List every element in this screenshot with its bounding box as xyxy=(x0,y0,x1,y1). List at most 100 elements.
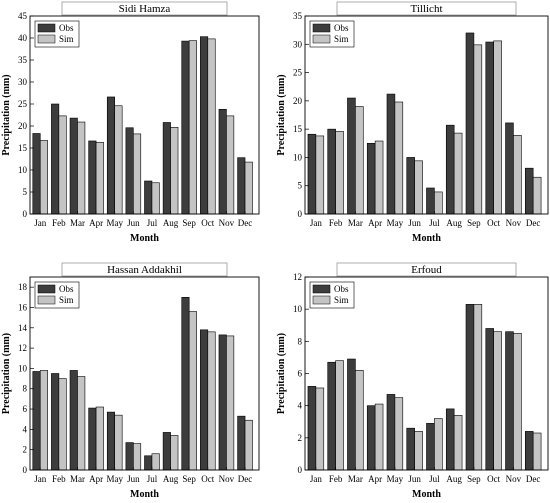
bar-sim-mar xyxy=(77,376,86,471)
bar-sim-jul xyxy=(151,453,160,471)
x-tick-label: Jan xyxy=(310,218,322,228)
bar-sim-may xyxy=(114,105,123,215)
bar-obs-aug xyxy=(162,432,171,471)
bar-sim-jun xyxy=(133,133,142,215)
y-tick-label: 8 xyxy=(298,336,303,346)
x-tick-label: Jun xyxy=(127,474,140,484)
bar-obs-feb xyxy=(327,128,336,215)
y-axis-label: Precipitation (mm) xyxy=(276,74,287,155)
legend-label-obs: Obs xyxy=(334,23,349,33)
y-tick-label: 35 xyxy=(18,55,28,65)
x-tick-label: Mar xyxy=(348,474,363,484)
bar-obs-apr xyxy=(366,405,376,471)
x-tick-label: Oct xyxy=(201,218,214,228)
bar-obs-jun xyxy=(125,127,134,215)
x-tick-label: Nov xyxy=(219,474,235,484)
y-tick-label: 4 xyxy=(298,401,303,411)
x-tick-label: Sep xyxy=(467,218,481,228)
x-tick-label: Dec xyxy=(526,474,541,484)
bar-obs-apr xyxy=(88,407,97,471)
x-tick-label: Jan xyxy=(310,474,322,484)
bar-sim-oct xyxy=(207,331,216,471)
legend-swatch-obs xyxy=(312,23,331,33)
legend-swatch-sim xyxy=(312,295,331,305)
x-tick-label: May xyxy=(387,218,404,228)
bar-obs-nov xyxy=(505,331,514,471)
chart-panel-3: Erfoud 0 2 4 6 8 10 12 Jan Feb Mar Apr May Jun Jul Aug S… xyxy=(276,262,549,500)
bar-obs-jul xyxy=(144,180,153,215)
bar-obs-mar xyxy=(69,117,78,215)
x-tick-label: Jul xyxy=(147,218,158,228)
bar-obs-may xyxy=(106,411,116,471)
bar-obs-dec xyxy=(524,431,534,471)
legend-swatch-sim xyxy=(37,34,56,44)
bar-sim-oct xyxy=(207,38,216,215)
y-tick-label: 30 xyxy=(18,77,28,87)
plot-frame xyxy=(29,276,260,471)
bar-obs-jun xyxy=(125,442,134,471)
bar-sim-jan xyxy=(315,387,325,471)
bar-obs-oct xyxy=(485,41,494,215)
y-axis-label: Precipitation (mm) xyxy=(276,333,287,414)
y-axis-label: Precipitation (mm) xyxy=(1,74,12,155)
x-tick-label: Jun xyxy=(127,218,140,228)
x-tick-label: Nov xyxy=(506,218,522,228)
x-axis-label: Month xyxy=(412,489,441,500)
x-tick-label: Jul xyxy=(429,474,440,484)
bar-sim-oct xyxy=(493,331,502,471)
bar-sim-aug xyxy=(170,435,179,471)
y-tick-label: 0 xyxy=(298,465,303,475)
bar-sim-mar xyxy=(77,121,86,215)
bar-sim-nov xyxy=(513,332,522,471)
y-tick-label: 10 xyxy=(18,165,28,175)
x-tick-label: Aug xyxy=(446,218,462,228)
y-tick-label: 20 xyxy=(293,96,303,106)
bar-obs-dec xyxy=(237,415,246,471)
y-tick-label: 0 xyxy=(298,209,303,219)
x-tick-label: May xyxy=(106,474,123,484)
chart-panel-1: Tillicht 0 5 10 15 20 25 30 35 Jan Feb Mar Apr May Jun… xyxy=(276,1,549,244)
x-tick-label: Aug xyxy=(163,218,179,228)
y-tick-label: 10 xyxy=(293,304,303,314)
bar-obs-may xyxy=(386,394,396,471)
bar-sim-feb xyxy=(58,378,67,471)
bar-obs-aug xyxy=(162,122,171,215)
bar-obs-oct xyxy=(200,36,209,215)
chart-panel-0: Sidi Hamza 0 5 10 15 20 25 30 35 40 45 Jan Feb Mar Apr… xyxy=(1,1,260,244)
legend-label-obs: Obs xyxy=(59,23,74,33)
x-tick-label: May xyxy=(106,218,123,228)
x-axis-label: Month xyxy=(130,233,159,244)
x-tick-label: Aug xyxy=(446,474,462,484)
bar-sim-aug xyxy=(170,127,179,215)
x-tick-label: Feb xyxy=(329,474,343,484)
bar-sim-oct xyxy=(493,40,502,215)
bar-obs-mar xyxy=(69,370,78,471)
y-tick-label: 2 xyxy=(298,433,303,443)
x-tick-label: Mar xyxy=(70,218,85,228)
bar-obs-jan xyxy=(307,133,317,215)
y-tick-label: 40 xyxy=(18,33,28,43)
y-tick-label: 5 xyxy=(298,181,303,191)
x-tick-label: Aug xyxy=(163,474,179,484)
x-tick-label: Dec xyxy=(238,474,253,484)
bar-obs-aug xyxy=(445,408,455,471)
bar-obs-jun xyxy=(406,427,415,471)
bar-obs-mar xyxy=(347,358,356,471)
legend-swatch-sim xyxy=(37,295,56,305)
chart-title-box xyxy=(336,262,517,277)
bar-sim-jun xyxy=(414,160,423,215)
legend-swatch-obs xyxy=(37,284,56,294)
legend-label-sim: Sim xyxy=(334,34,349,44)
x-tick-label: Mar xyxy=(348,218,363,228)
bar-obs-dec xyxy=(237,157,246,215)
bar-obs-apr xyxy=(88,140,97,215)
bar-obs-jul xyxy=(426,187,435,215)
bar-sim-nov xyxy=(226,115,235,215)
bar-obs-jul xyxy=(144,455,153,471)
bar-obs-sep xyxy=(181,297,190,471)
